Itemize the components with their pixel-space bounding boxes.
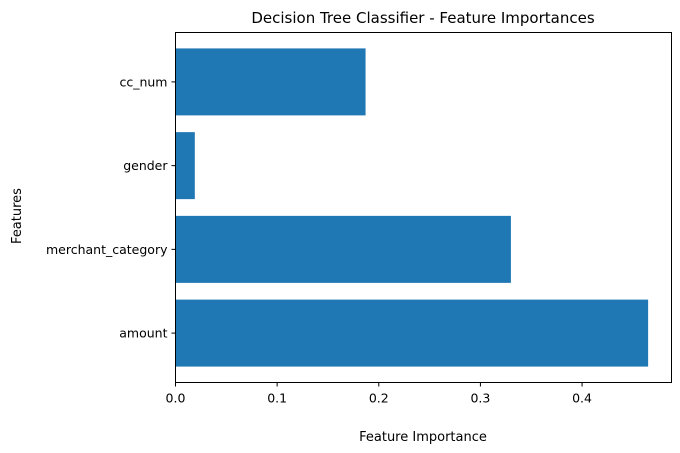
y-ticks: amount merchant_category gender cc_num [46, 74, 176, 341]
y-tick-label: gender [123, 158, 168, 173]
x-tick-label: 0.3 [470, 391, 490, 406]
y-tick-label: amount [119, 326, 167, 341]
bar-gender [175, 132, 195, 200]
y-tick-label: merchant_category [46, 242, 168, 257]
x-tick-label: 0.0 [166, 391, 186, 406]
x-tick-label: 0.4 [572, 391, 592, 406]
y-tick-label: cc_num [119, 74, 167, 89]
chart-title: Decision Tree Classifier - Feature Impor… [251, 9, 594, 27]
x-tick-label: 0.1 [267, 391, 287, 406]
bars-layer [175, 48, 649, 367]
bar-merchant-category [175, 215, 511, 283]
y-axis-label: Features [10, 188, 25, 244]
bar-cc-num [175, 48, 366, 116]
bar-amount [175, 299, 649, 367]
x-tick-label: 0.2 [369, 391, 389, 406]
x-ticks: 0.0 0.1 0.2 0.3 0.4 [166, 382, 592, 406]
x-axis-label: Feature Importance [359, 430, 487, 445]
plot-frame [175, 32, 672, 383]
